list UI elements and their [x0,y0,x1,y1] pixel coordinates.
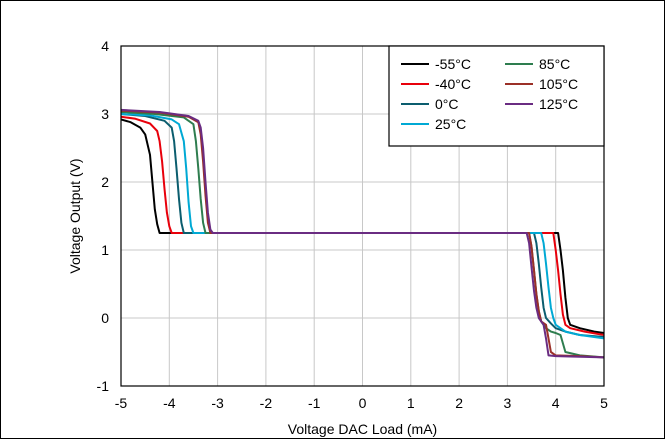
tick-labels: -5 -4 -3 -2 -1 0 1 2 3 4 5 -1 0 1 2 3 4 [97,38,609,411]
x-tick-label: -5 [115,395,128,411]
x-tick-label: 4 [552,395,560,411]
y-tick-label: 1 [101,242,109,258]
x-tick-label: 1 [407,395,415,411]
series-line-1 [120,115,605,336]
legend-box [388,45,605,147]
legend-label: 0°C [435,96,459,112]
legend-label: 125°C [539,96,578,112]
plot-border [120,45,605,387]
x-tick-label: -2 [260,395,273,411]
legend: -55°C -40°C 0°C 25°C 85°C 105°C 125°C [388,45,605,147]
x-tick-label: 3 [504,395,512,411]
y-tick-label: 4 [101,38,109,54]
x-axis-title: Voltage DAC Load (mA) [288,421,437,437]
x-tick-label: -4 [163,395,176,411]
series-line-5 [120,109,605,359]
x-tick-label: 0 [359,395,367,411]
x-tick-label: 2 [455,395,463,411]
series-line-6 [120,108,605,359]
y-axis-title: Voltage Output (V) [67,158,83,273]
grid [121,46,604,386]
x-tick-label: -1 [308,395,321,411]
legend-label: -40°C [435,76,471,92]
legend-label: 25°C [435,116,466,132]
series-layer [120,108,605,359]
y-tick-label: -1 [97,378,110,394]
series-line-3 [120,113,605,340]
y-tick-label: 2 [101,174,109,190]
series-line-2 [120,113,605,338]
legend-label: -55°C [435,56,471,72]
x-tick-label: 5 [600,395,608,411]
x-tick-label: -3 [211,395,224,411]
legend-label: 85°C [539,56,570,72]
legend-label: 105°C [539,76,578,92]
y-tick-label: 0 [101,310,109,326]
y-tick-label: 3 [101,106,109,122]
